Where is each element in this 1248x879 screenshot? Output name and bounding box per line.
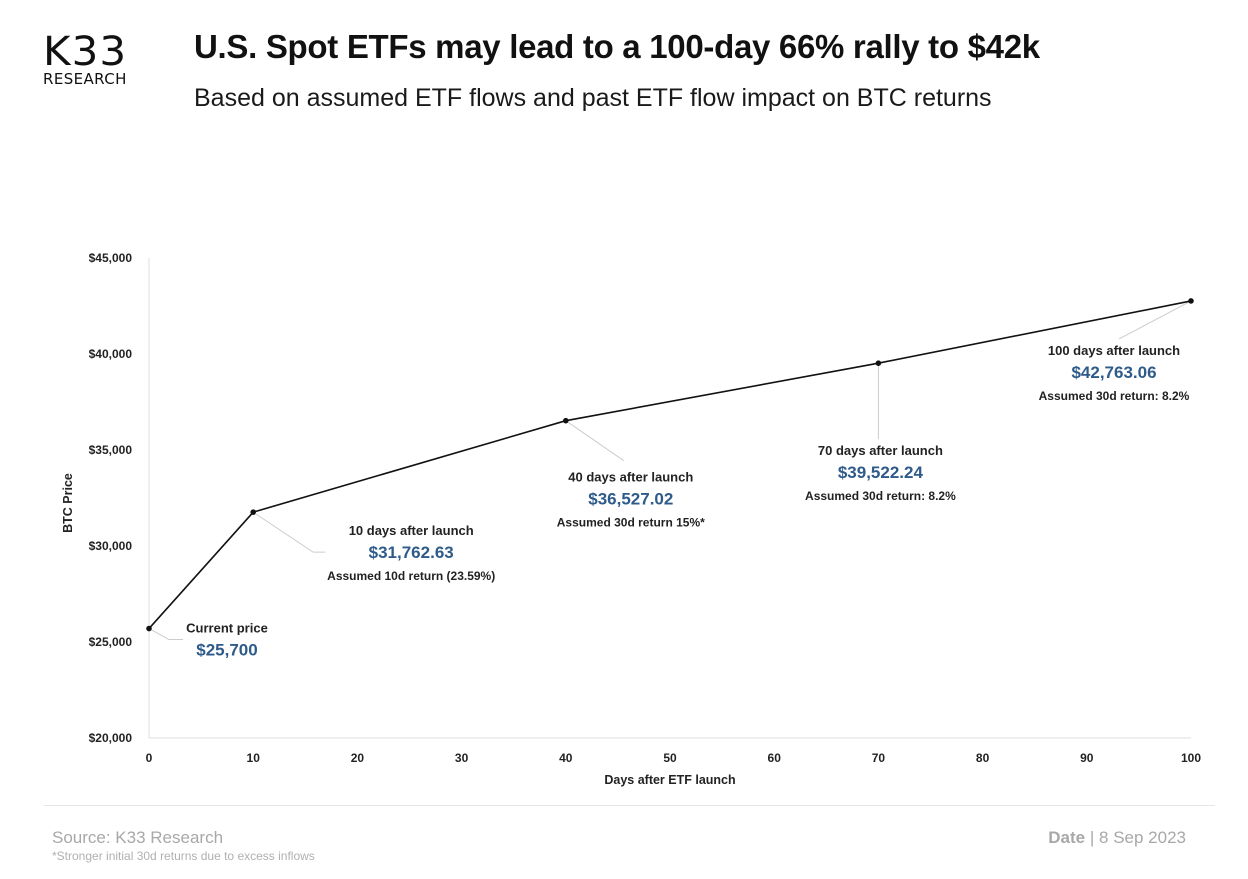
annotation-note: Assumed 30d return: 8.2% — [805, 489, 956, 503]
annotation: Current price $25,700 — [186, 621, 268, 660]
y-tick-label: $25,000 — [89, 635, 133, 649]
y-tick-label: $45,000 — [89, 251, 133, 265]
y-tick-label: $40,000 — [89, 347, 133, 361]
source-text: Source: K33 Research — [52, 828, 224, 847]
annotation-leader-lines — [148, 300, 1192, 641]
annotation-leader-line — [252, 511, 326, 553]
annotation-price: $25,700 — [196, 641, 257, 660]
annotation-price: $31,762.63 — [369, 543, 454, 562]
date-separator: | — [1089, 828, 1095, 847]
annotation-note: Assumed 10d return (23.59%) — [327, 569, 495, 583]
footer-divider — [44, 805, 1215, 806]
annotation-heading: 70 days after launch — [818, 443, 943, 458]
annotation: 10 days after launch $31,762.63 Assumed 10… — [327, 523, 495, 583]
y-tick-label: $20,000 — [89, 731, 133, 745]
annotation-note: Assumed 30d return 15%* — [557, 516, 705, 530]
annotation-heading: 10 days after launch — [349, 523, 474, 538]
x-axis-title: Days after ETF launch — [604, 773, 735, 787]
annotation-leader-line — [1118, 300, 1192, 340]
x-tick-label: 80 — [976, 751, 990, 765]
y-tick-label: $30,000 — [89, 539, 133, 553]
data-point — [563, 417, 569, 424]
y-axis-title: BTC Price — [61, 473, 75, 533]
annotation-heading: Current price — [186, 621, 268, 636]
series-lines — [148, 300, 1192, 630]
x-tick-label: 50 — [663, 751, 677, 765]
data-point — [146, 625, 152, 632]
annotation-heading: 100 days after launch — [1048, 343, 1180, 358]
annotation-note: Assumed 30d return: 8.2% — [1039, 389, 1190, 403]
y-tick-label: $35,000 — [89, 443, 133, 457]
annotation-price: $42,763.06 — [1071, 363, 1156, 382]
chart-title: U.S. Spot ETFs may lead to a 100-day 66%… — [194, 28, 1040, 65]
data-point — [875, 360, 882, 366]
data-point — [1188, 298, 1194, 304]
data-point — [250, 509, 256, 515]
annotation: 70 days after launch $39,522.24 Assumed 30… — [805, 443, 956, 503]
data-points — [146, 298, 1194, 632]
annotation: 100 days after launch $42,763.06 Assumed 3… — [1039, 343, 1190, 403]
chart-subtitle: Based on assumed ETF flows and past ETF … — [194, 84, 992, 112]
footnote-text: *Stronger initial 30d returns due to exc… — [52, 849, 315, 863]
date-stamp: Date | 8 Sep 2023 — [1048, 828, 1186, 848]
x-tick-labels: 0 10 20 30 40 50 60 70 80 90 100 — [146, 751, 1202, 765]
logo-main-text: K33 — [43, 29, 128, 75]
x-tick-label: 100 — [1181, 751, 1201, 765]
annotation-price: $36,527.02 — [588, 490, 673, 509]
y-tick-labels: $20,000 $25,000 $30,000 $35,000 $40,000 $45,0… — [89, 251, 133, 745]
date-label: Date — [1048, 828, 1086, 847]
annotation-leader-line — [565, 420, 625, 462]
axes — [148, 258, 1191, 739]
annotation-price: $39,522.24 — [838, 463, 924, 482]
x-tick-label: 0 — [146, 751, 153, 765]
x-tick-label: 10 — [247, 751, 261, 765]
x-tick-label: 20 — [351, 751, 365, 765]
series-line — [148, 300, 1192, 630]
x-tick-label: 70 — [872, 751, 886, 765]
annotation: 40 days after launch $36,527.02 Assumed 30… — [557, 470, 705, 530]
annotation-leader-line — [148, 628, 183, 641]
x-tick-label: 40 — [559, 751, 573, 765]
x-tick-label: 60 — [768, 751, 782, 765]
annotation-heading: 40 days after launch — [568, 470, 693, 485]
x-tick-label: 90 — [1080, 751, 1094, 765]
annotations: Current price $25,700 10 days after launch… — [186, 343, 1190, 660]
k33-research-logo: K33 RESEARCH — [43, 32, 161, 88]
x-tick-label: 30 — [455, 751, 469, 765]
date-value: 8 Sep 2023 — [1099, 828, 1186, 847]
logo-sub-text: RESEARCH — [43, 70, 127, 88]
